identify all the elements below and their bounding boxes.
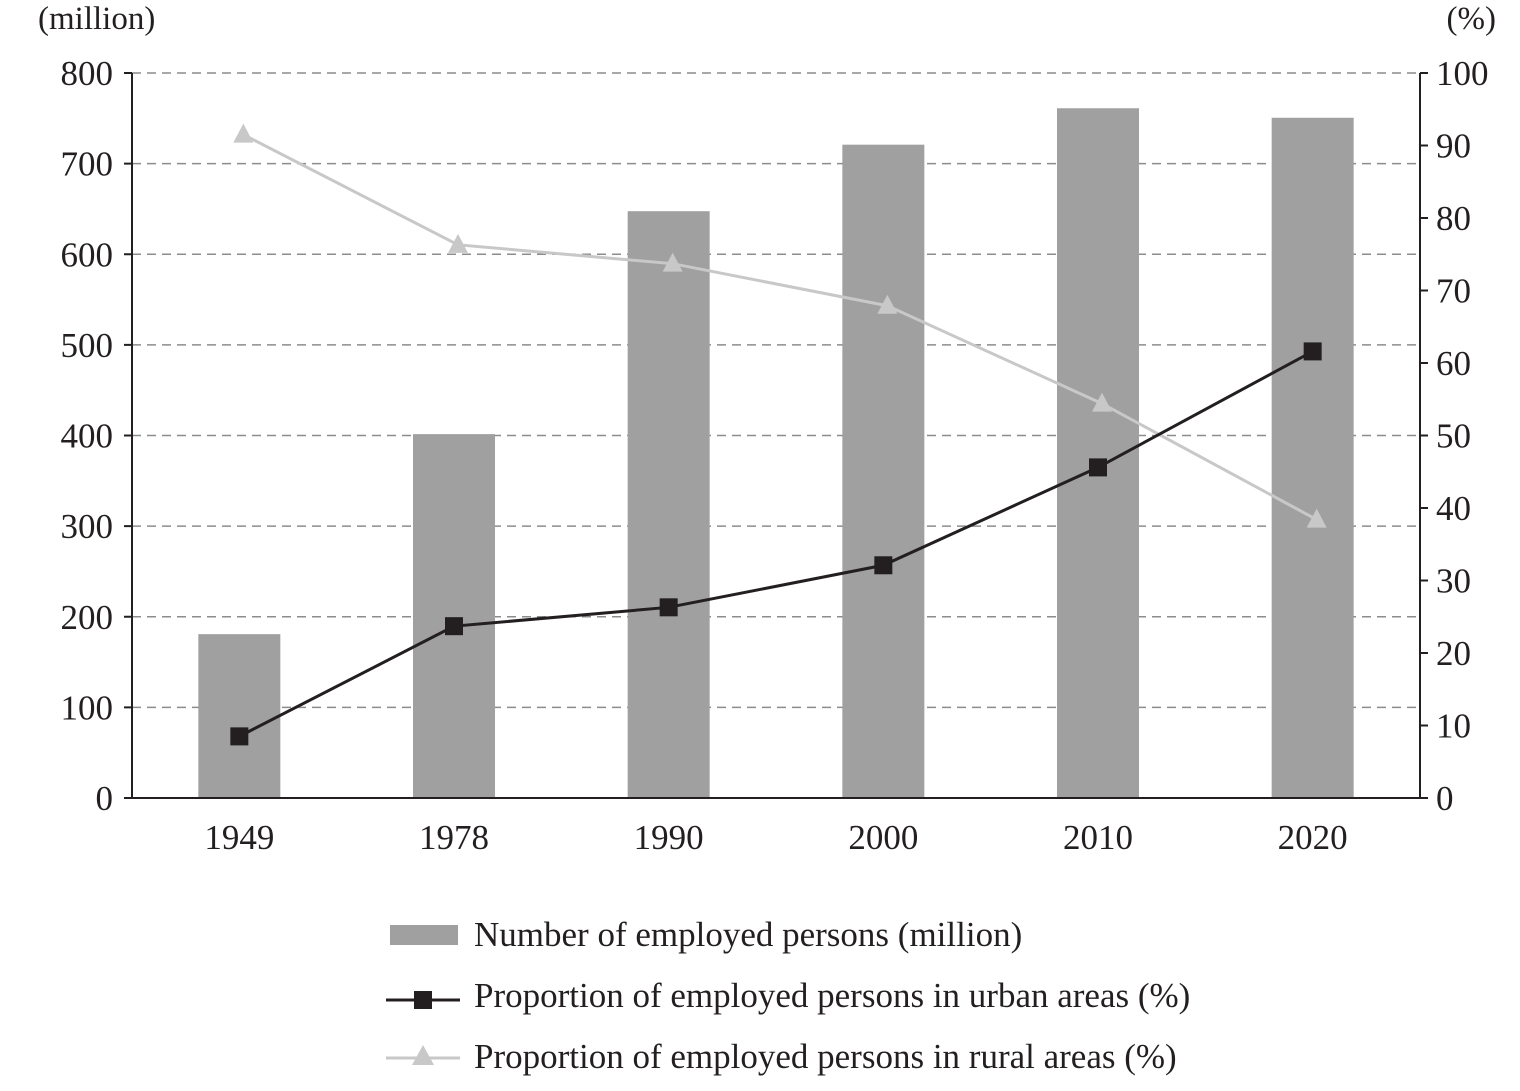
left-axis-tick-label: 700 [61, 145, 114, 184]
right-axis-tick-label: 90 [1436, 127, 1471, 166]
x-axis-tick-label: 2010 [1063, 818, 1133, 857]
rural-point [448, 233, 468, 253]
urban-series-line [238, 350, 1314, 738]
rural-point [877, 294, 898, 314]
urban-point [445, 617, 463, 636]
x-axis-tick-label: 2020 [1278, 818, 1348, 857]
rural-point [1306, 508, 1327, 528]
gridlines [132, 72, 1420, 709]
urban-point [874, 556, 893, 575]
right-axis-tick-label: 10 [1436, 707, 1471, 746]
bar [413, 434, 495, 798]
legend: Number of employed persons (million) Pro… [386, 915, 1190, 1076]
left-axis-tick-label: 600 [61, 235, 114, 274]
right-axis-tick-label: 80 [1436, 199, 1471, 238]
right-axis-unit-label: (%) [1447, 1, 1496, 37]
legend-swatch-bar [390, 925, 458, 945]
rural-point [662, 252, 683, 272]
urban-point [659, 598, 678, 617]
x-axis-tick-label: 1949 [204, 818, 274, 857]
urban-point [230, 727, 249, 746]
right-axis-tick-label: 70 [1436, 272, 1471, 311]
left-axis-tick-label: 500 [61, 326, 114, 365]
right-axis-tick-label: 40 [1436, 489, 1471, 528]
axes [131, 73, 1421, 799]
left-axis-tick-label: 0 [96, 779, 114, 818]
right-axis-tick-label: 0 [1436, 779, 1454, 818]
legend-label-rural: Proportion of employed persons in rural … [474, 1037, 1177, 1076]
right-axis-tick-label: 100 [1436, 54, 1489, 93]
bar [1271, 117, 1354, 799]
left-axis-unit-label: (million) [38, 1, 155, 37]
x-axis-tick-label: 1990 [634, 818, 704, 857]
rural-point [233, 123, 254, 143]
x-axis-tick-label: 1978 [419, 818, 489, 857]
legend-label-urban: Proportion of employed persons in urban … [474, 976, 1190, 1015]
left-axis-tick-label: 300 [61, 507, 114, 546]
left-axis-tick-label: 800 [61, 54, 114, 93]
right-axis-tick-label: 60 [1436, 344, 1471, 383]
left-axis-tick-label: 100 [61, 688, 114, 727]
tick-labels: 0 100 200 300 400 500 600 700 800 0 10 20 30 40 50 60 70… [61, 54, 1489, 857]
bar-series [198, 108, 1354, 799]
bar [627, 211, 710, 798]
right-axis-tick-label: 20 [1436, 634, 1471, 673]
left-axis-tick-label: 400 [61, 417, 114, 456]
legend-swatch-rural-marker [412, 1045, 434, 1065]
rural-point [1092, 392, 1112, 412]
line-series [230, 123, 1327, 746]
x-axis-tick-label: 2000 [848, 818, 918, 857]
urban-point [1089, 458, 1107, 477]
rural-series-line [242, 133, 1318, 521]
urban-point [1303, 342, 1322, 361]
legend-swatch-urban-marker [414, 991, 432, 1009]
bar [198, 634, 281, 798]
left-axis-tick-label: 200 [61, 598, 114, 637]
right-axis-tick-label: 50 [1436, 417, 1471, 456]
legend-label-employed: Number of employed persons (million) [474, 915, 1022, 954]
bar [842, 144, 925, 798]
right-axis-tick-label: 30 [1436, 562, 1471, 601]
